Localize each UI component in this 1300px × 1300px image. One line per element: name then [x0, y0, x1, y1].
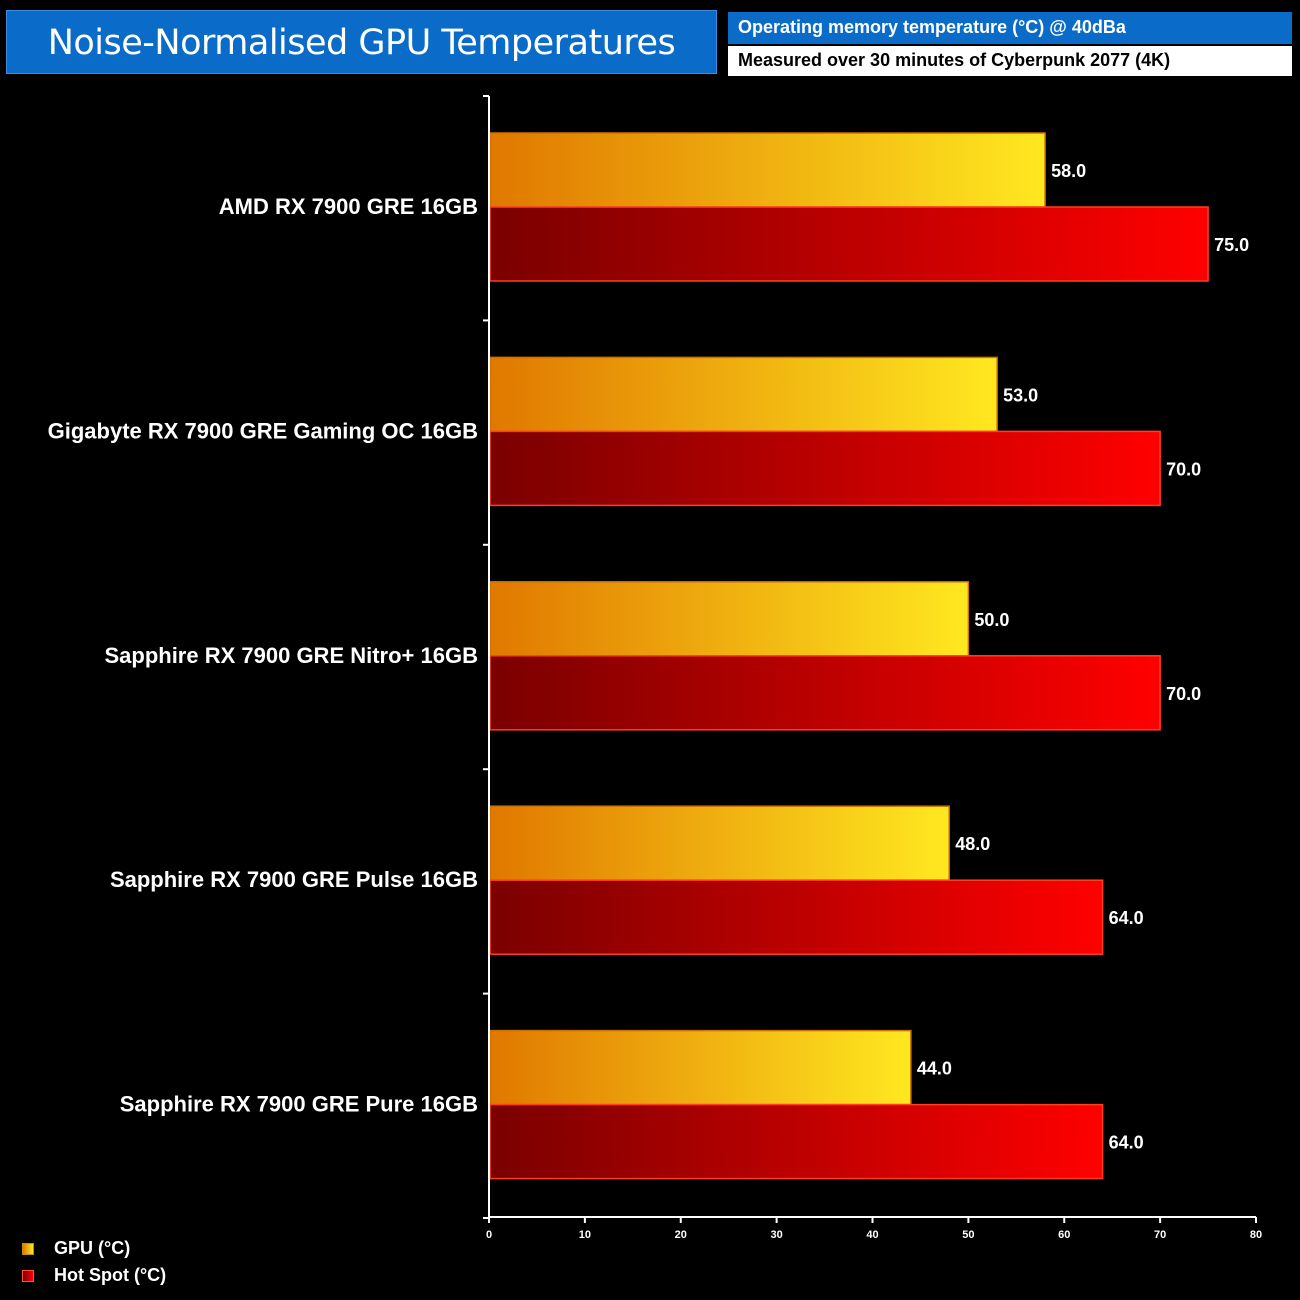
chart-subtitle: Operating memory temperature (°C) @ 40dB…: [728, 12, 1292, 44]
bar-gpu-c-5: [489, 1029, 912, 1106]
legend-swatch-hotspot: [22, 1270, 34, 1282]
x-tick-label-70: 70: [1154, 1229, 1166, 1241]
x-tick-label-50: 50: [962, 1229, 974, 1241]
bar-hot-spot-c-4: [489, 879, 1104, 955]
bar-hot-spot-c-5: [489, 1103, 1104, 1180]
category-label-1: AMD RX 7900 GRE 16GB: [219, 194, 478, 219]
chart-note: Measured over 30 minutes of Cyberpunk 20…: [728, 46, 1292, 76]
data-label-gpu-c-5: 44.0: [917, 1059, 952, 1079]
data-label-gpu-c-4: 48.0: [955, 834, 990, 854]
legend-item-gpu: GPU (°C): [22, 1238, 130, 1259]
data-label-hot-spot-c-5: 64.0: [1109, 1133, 1144, 1153]
bar-gpu-c-2: [489, 356, 998, 433]
bar-gpu-c-4: [489, 805, 950, 881]
data-label-gpu-c-1: 58.0: [1051, 161, 1086, 181]
chart-title: Noise-Normalised GPU Temperatures: [47, 23, 676, 63]
bar-hot-spot-c-2: [489, 430, 1161, 507]
category-label-4: Sapphire RX 7900 GRE Pulse 16GB: [110, 867, 478, 892]
x-tick-label-0: 0: [486, 1229, 492, 1241]
category-label-3: Sapphire RX 7900 GRE Nitro+ 16GB: [104, 643, 478, 668]
data-label-hot-spot-c-3: 70.0: [1166, 684, 1201, 704]
legend-item-hotspot: Hot Spot (°C): [22, 1265, 166, 1286]
bar-hot-spot-c-1: [489, 206, 1209, 282]
bar-gpu-c-1: [489, 132, 1046, 208]
bar-hot-spot-c-3: [489, 655, 1161, 731]
x-tick-label-80: 80: [1250, 1229, 1262, 1241]
x-tick-label-60: 60: [1058, 1229, 1070, 1241]
x-tick-label-40: 40: [866, 1229, 878, 1241]
legend-label-gpu: GPU (°C): [54, 1238, 131, 1258]
data-label-hot-spot-c-4: 64.0: [1109, 908, 1144, 928]
data-label-gpu-c-2: 53.0: [1003, 385, 1038, 405]
legend-label-hotspot: Hot Spot (°C): [54, 1265, 167, 1285]
category-label-5: Sapphire RX 7900 GRE Pure 16GB: [120, 1092, 478, 1117]
x-tick-label-20: 20: [675, 1229, 687, 1241]
data-label-gpu-c-3: 50.0: [974, 610, 1009, 630]
x-tick-label-30: 30: [771, 1229, 783, 1241]
category-label-2: Gigabyte RX 7900 GRE Gaming OC 16GB: [48, 418, 478, 443]
legend-swatch-gpu: [22, 1243, 34, 1255]
bar-gpu-c-3: [489, 581, 970, 657]
data-label-hot-spot-c-1: 75.0: [1214, 235, 1249, 255]
data-label-hot-spot-c-2: 70.0: [1166, 459, 1201, 479]
x-tick-label-10: 10: [579, 1229, 591, 1241]
chart-title-box: Noise-Normalised GPU Temperatures: [6, 10, 717, 74]
